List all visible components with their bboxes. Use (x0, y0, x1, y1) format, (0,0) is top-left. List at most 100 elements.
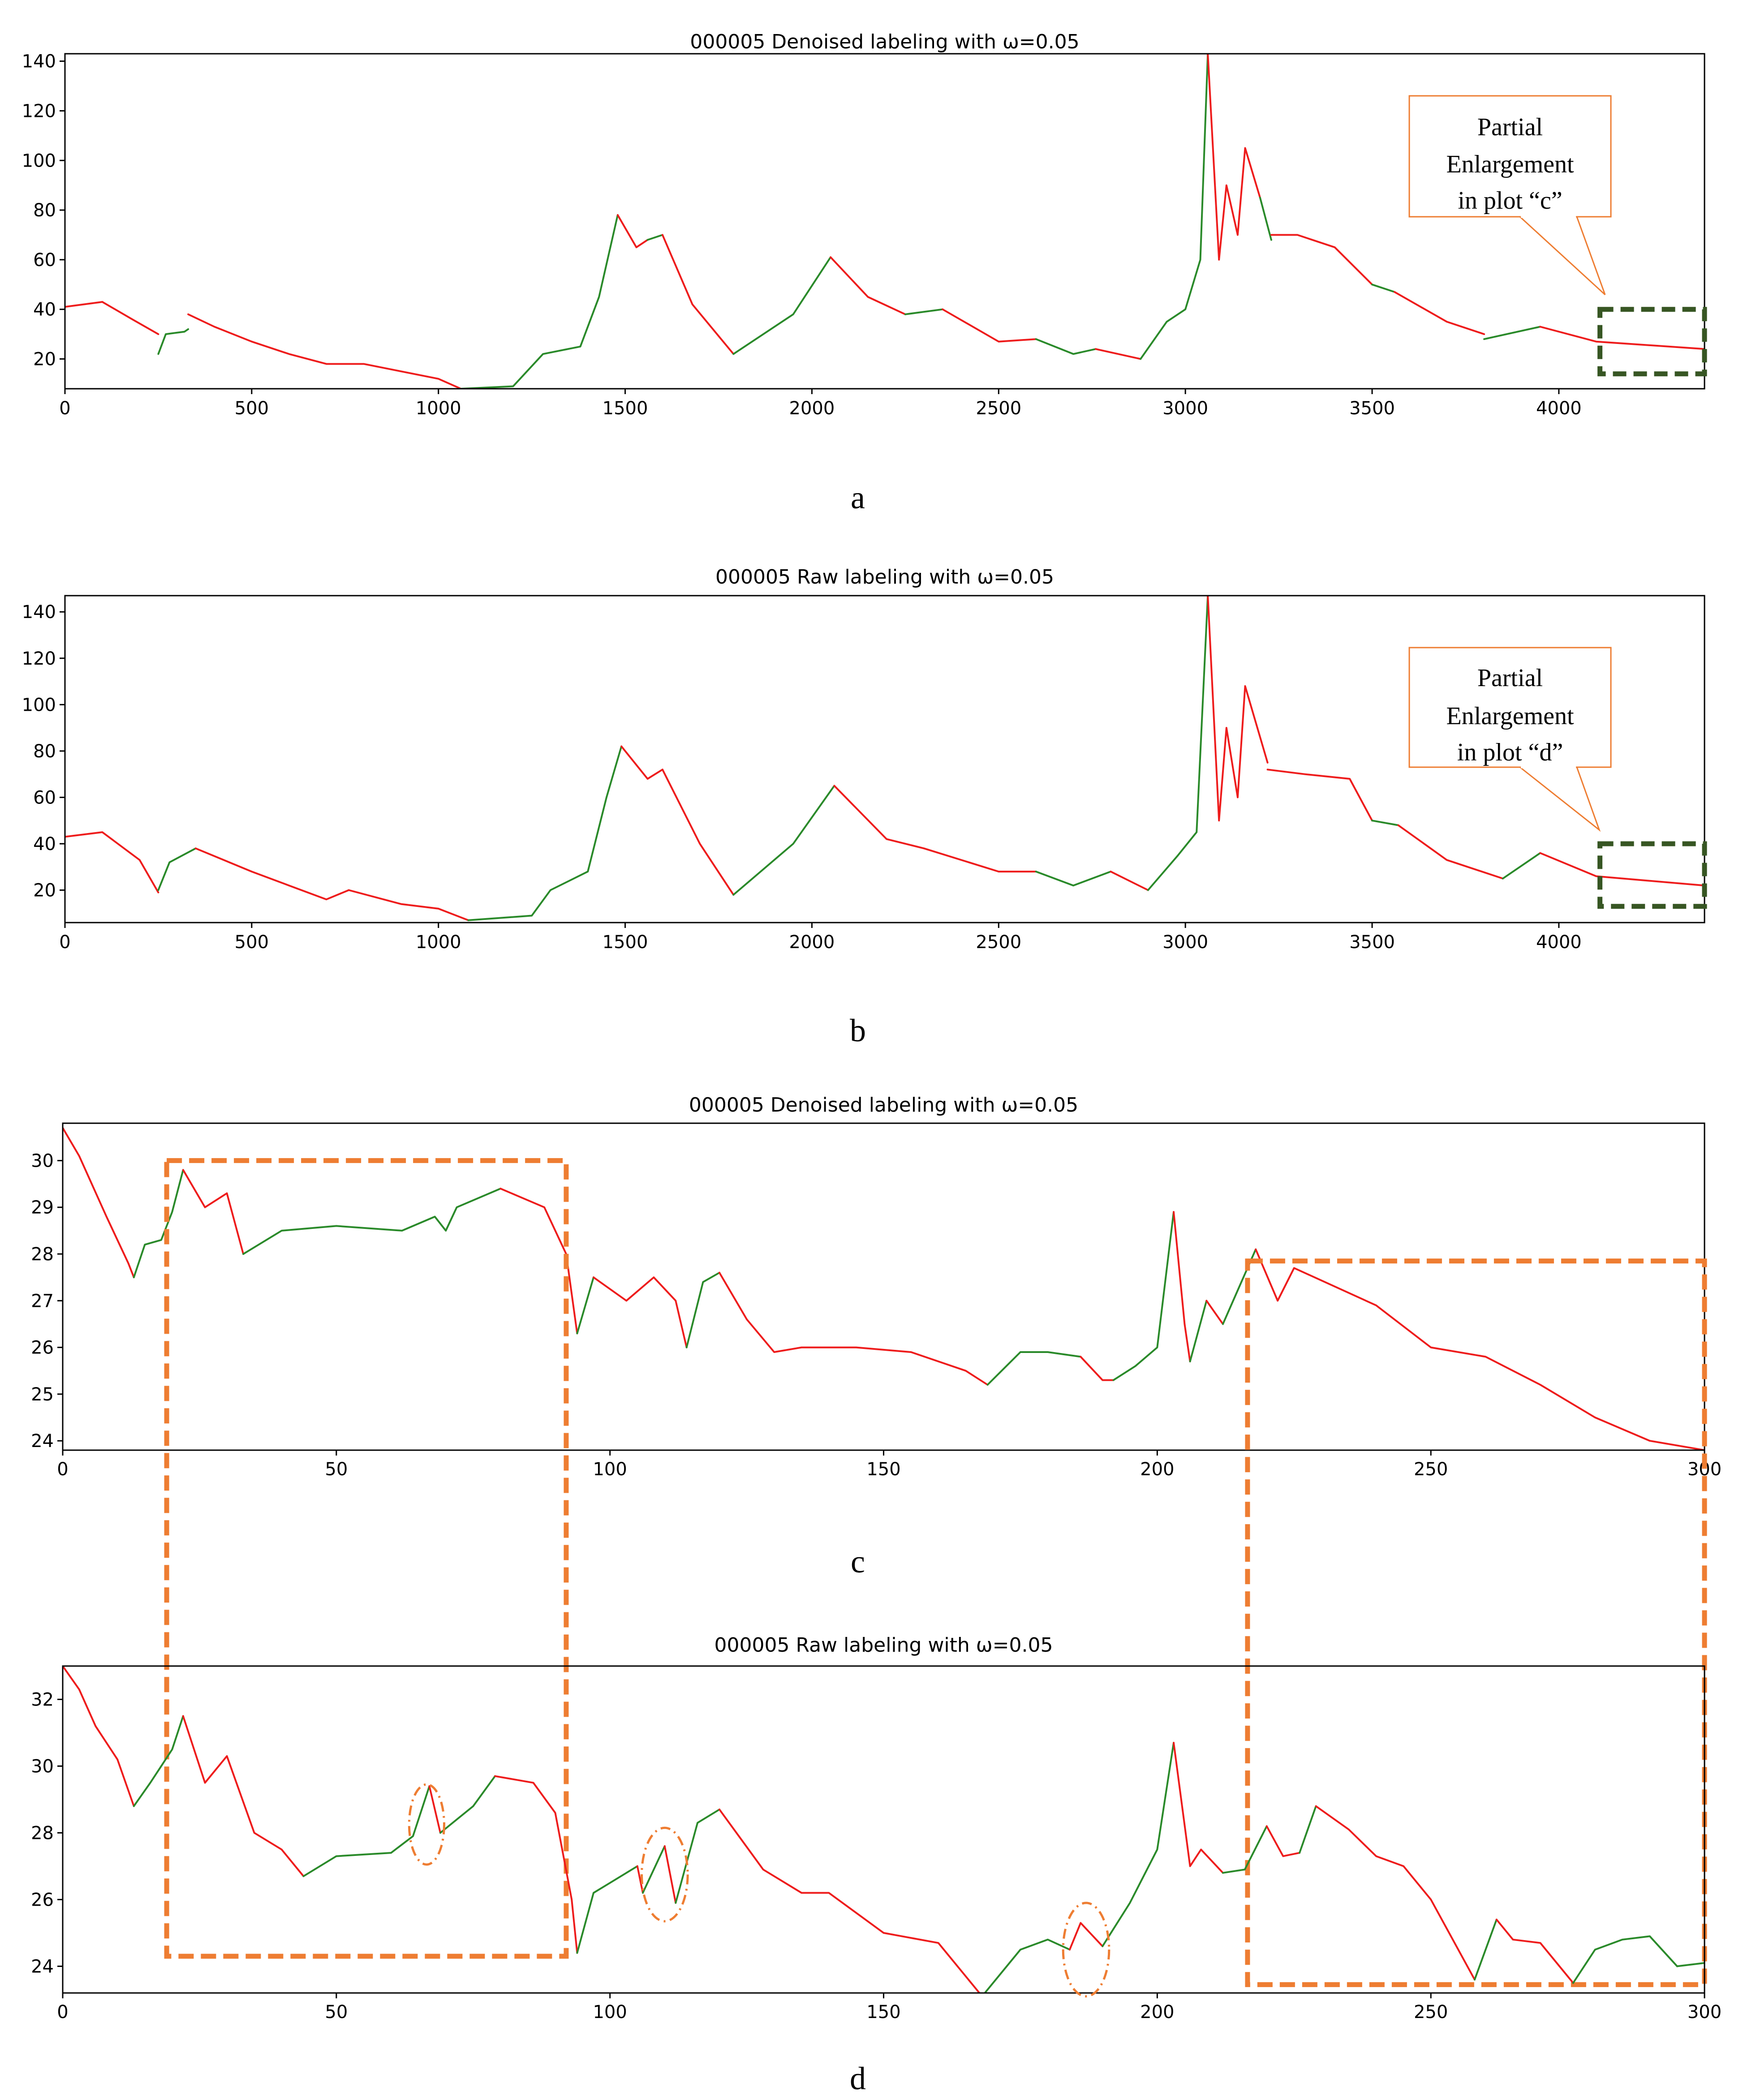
x-tick-label: 3000 (1162, 932, 1208, 953)
series-up-9 (1035, 871, 1112, 887)
series-down-12 (1207, 596, 1269, 822)
series-group (65, 596, 1705, 921)
y-tick-label: 120 (22, 101, 56, 121)
y-tick-label: 24 (31, 1956, 54, 1977)
series-up-1 (157, 847, 197, 891)
series-down-21 (1539, 326, 1705, 350)
callout-frame (1408, 95, 1612, 218)
x-tick-label: 150 (866, 2002, 900, 2023)
series-group (65, 54, 1705, 389)
x-tick-label: 1500 (603, 932, 648, 953)
callout-frame (1408, 647, 1612, 768)
y-tick-label: 20 (33, 349, 56, 370)
series-down-8 (636, 1865, 644, 1894)
series-down-6 (661, 769, 735, 896)
series-down-18 (1266, 1825, 1300, 1857)
y-tick-label: 27 (31, 1291, 54, 1311)
highlight-dashed-ellipse (1062, 1902, 1111, 1997)
highlight-dashed-box (164, 1158, 569, 1959)
y-tick-label: 140 (22, 52, 56, 72)
series-down-17 (1270, 234, 1373, 286)
y-tick-label: 140 (22, 602, 56, 623)
series-up-10 (904, 308, 944, 315)
chart-title: 000005 Raw labeling with ω=0.05 (715, 1634, 1053, 1657)
y-tick-label: 40 (33, 300, 56, 320)
series-down-8 (833, 785, 1037, 873)
series-up-9 (986, 1351, 1082, 1386)
callout-box: Partial Enlargement in plot “d” (1408, 647, 1612, 832)
series-up-8 (732, 256, 832, 355)
x-tick-label: 1000 (416, 398, 461, 419)
series-up-23 (1572, 1935, 1678, 1984)
series-down-0 (63, 1127, 135, 1279)
y-tick-label: 28 (31, 1244, 54, 1265)
y-tick-label: 24 (31, 1431, 54, 1452)
series-down-10 (663, 1845, 677, 1904)
y-tick-label: 100 (22, 695, 56, 715)
callout-text-line: Enlargement (1446, 702, 1574, 730)
series-down-17 (1539, 852, 1705, 887)
y-tick-label: 40 (33, 834, 56, 855)
series-down-11 (942, 308, 1037, 343)
callout-pointer (1518, 766, 1601, 832)
y-tick-label: 32 (31, 1689, 54, 1710)
callout-text-line: Enlargement (1446, 150, 1574, 178)
series-up-5 (439, 1775, 496, 1834)
series-down-10 (1110, 871, 1149, 891)
x-tick-label: 50 (325, 2002, 348, 2023)
x-tick-label: 0 (57, 1459, 68, 1480)
series-up-1 (133, 1715, 184, 1807)
y-tick-label: 120 (22, 648, 56, 669)
x-tick-label: 1500 (603, 398, 648, 419)
series-down-2 (182, 1169, 245, 1255)
series-down-16 (1173, 1742, 1224, 1874)
series-down-8 (719, 1271, 989, 1386)
series-up-9 (642, 1845, 666, 1894)
series-down-6 (593, 1276, 688, 1348)
y-tick-label: 80 (33, 200, 56, 221)
panel-label: c (851, 1544, 865, 1580)
series-up-16 (1259, 197, 1272, 241)
chart-title: 000005 Denoised labeling with ω=0.05 (689, 1094, 1078, 1117)
x-tick-label: 2500 (976, 932, 1021, 953)
plot-frame (64, 595, 1705, 923)
series-down-1 (101, 301, 159, 335)
series-down-5 (620, 745, 663, 780)
series-down-19 (1394, 291, 1485, 335)
y-tick-label: 60 (33, 787, 56, 808)
chart-title: 000005 Raw labeling with ω=0.05 (715, 566, 1054, 588)
series-down-9 (830, 256, 906, 315)
x-tick-label: 0 (57, 2002, 68, 2023)
x-tick-label: 200 (1140, 2002, 1174, 2023)
series-down-10 (1080, 1356, 1115, 1381)
series-group (63, 1666, 1705, 1993)
series-up-7 (732, 785, 835, 896)
series-up-18 (1371, 283, 1395, 293)
series-down-0 (63, 1666, 135, 1807)
y-tick-label: 26 (31, 1338, 54, 1358)
series-down-2 (182, 1715, 305, 1877)
callout-text-line: Partial (1477, 113, 1543, 141)
y-tick-label: 26 (31, 1890, 54, 1910)
series-down-0 (65, 301, 103, 308)
series-down-20 (1315, 1805, 1476, 1981)
x-tick-label: 0 (59, 932, 70, 953)
series-down-14 (1068, 1922, 1104, 1951)
series-up-3 (242, 1188, 502, 1255)
x-tick-label: 3500 (1349, 398, 1395, 419)
x-tick-label: 200 (1140, 1459, 1174, 1480)
series-up-4 (467, 745, 623, 921)
series-down-4 (499, 1188, 578, 1335)
x-tick-label: 4000 (1536, 932, 1582, 953)
series-up-5 (576, 1276, 594, 1335)
series-down-2 (194, 847, 350, 901)
series-down-4 (428, 1785, 441, 1834)
series-down-5 (616, 214, 649, 249)
chart-panel-c: 000005 Denoised labeling with ω=0.05 0 50 1… (31, 1094, 1722, 1580)
chart-panel-a: 000005 Denoised labeling with ω=0.05 0 500… (22, 30, 1707, 515)
y-tick-label: 30 (31, 1151, 54, 1171)
series-down-6 (494, 1775, 578, 1954)
y-tick-label: 60 (33, 250, 56, 271)
y-tick-label: 30 (31, 1756, 54, 1777)
series-up-17 (1222, 1825, 1268, 1874)
